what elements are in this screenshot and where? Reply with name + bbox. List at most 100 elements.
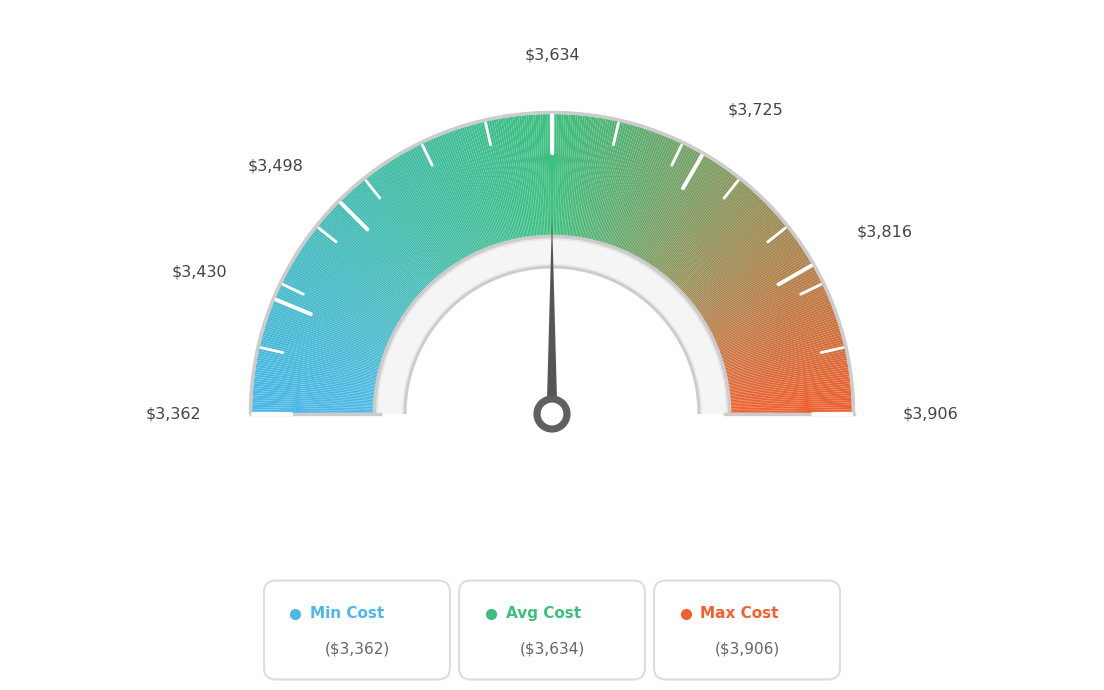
Wedge shape (598, 125, 634, 246)
Wedge shape (372, 172, 448, 275)
Wedge shape (649, 164, 721, 270)
Wedge shape (694, 241, 799, 315)
Wedge shape (428, 139, 481, 255)
Wedge shape (368, 175, 446, 277)
Wedge shape (640, 156, 707, 265)
Text: ($3,906): ($3,906) (714, 642, 779, 657)
Wedge shape (482, 121, 512, 245)
Wedge shape (725, 379, 850, 395)
Wedge shape (457, 128, 498, 249)
Wedge shape (496, 119, 521, 243)
Wedge shape (338, 202, 429, 292)
Wedge shape (725, 386, 851, 399)
FancyBboxPatch shape (264, 580, 450, 680)
Wedge shape (261, 339, 383, 372)
Wedge shape (670, 194, 757, 287)
Wedge shape (435, 137, 486, 254)
Wedge shape (623, 139, 676, 255)
Wedge shape (535, 115, 544, 240)
Wedge shape (715, 313, 835, 356)
Wedge shape (550, 114, 552, 240)
Wedge shape (698, 249, 804, 319)
Wedge shape (700, 257, 809, 324)
Wedge shape (725, 395, 851, 404)
Wedge shape (442, 135, 489, 253)
Wedge shape (364, 179, 444, 278)
Wedge shape (439, 135, 488, 253)
Wedge shape (517, 116, 533, 242)
Wedge shape (466, 126, 503, 247)
Wedge shape (719, 326, 839, 364)
Wedge shape (498, 119, 522, 243)
Wedge shape (725, 391, 851, 402)
Wedge shape (321, 221, 418, 303)
Wedge shape (626, 143, 682, 257)
Circle shape (541, 402, 563, 426)
Wedge shape (718, 322, 838, 362)
Wedge shape (703, 266, 814, 329)
Wedge shape (722, 348, 846, 377)
Wedge shape (521, 115, 535, 241)
Wedge shape (502, 118, 524, 242)
Wedge shape (470, 125, 506, 246)
Wedge shape (397, 156, 464, 265)
Wedge shape (725, 388, 851, 400)
Wedge shape (582, 119, 606, 243)
Wedge shape (315, 228, 415, 307)
Wedge shape (310, 234, 413, 310)
Wedge shape (702, 262, 811, 326)
Wedge shape (383, 164, 455, 270)
Wedge shape (636, 151, 699, 262)
Wedge shape (318, 224, 417, 305)
Text: Avg Cost: Avg Cost (506, 606, 581, 621)
Wedge shape (255, 369, 380, 389)
Wedge shape (252, 404, 378, 410)
Wedge shape (721, 344, 845, 375)
Wedge shape (512, 117, 530, 242)
Wedge shape (505, 117, 527, 242)
Wedge shape (705, 272, 817, 333)
Wedge shape (287, 272, 399, 333)
Wedge shape (704, 270, 816, 331)
Wedge shape (309, 236, 412, 312)
Wedge shape (658, 175, 736, 277)
Wedge shape (725, 397, 851, 406)
Wedge shape (627, 144, 684, 258)
Text: Max Cost: Max Cost (701, 606, 779, 621)
Wedge shape (659, 177, 737, 277)
Text: ($3,634): ($3,634) (519, 642, 585, 657)
Wedge shape (508, 117, 528, 242)
Wedge shape (688, 226, 787, 306)
Wedge shape (422, 143, 478, 257)
Wedge shape (556, 114, 562, 240)
Wedge shape (352, 189, 437, 284)
Wedge shape (295, 257, 404, 324)
Wedge shape (380, 167, 453, 272)
Wedge shape (253, 386, 379, 399)
Wedge shape (700, 255, 808, 323)
Wedge shape (412, 148, 471, 260)
Wedge shape (680, 210, 774, 297)
Wedge shape (418, 145, 476, 258)
Wedge shape (656, 172, 732, 275)
Wedge shape (253, 384, 379, 397)
Wedge shape (657, 174, 734, 276)
Wedge shape (662, 183, 745, 281)
Wedge shape (725, 393, 851, 403)
Wedge shape (293, 262, 402, 326)
Wedge shape (624, 141, 678, 256)
Wedge shape (701, 259, 810, 326)
Wedge shape (681, 214, 777, 299)
Wedge shape (464, 126, 502, 248)
Wedge shape (719, 328, 840, 366)
Wedge shape (291, 264, 402, 328)
Wedge shape (304, 244, 408, 316)
Wedge shape (607, 130, 649, 249)
Wedge shape (643, 158, 711, 266)
Wedge shape (587, 120, 615, 244)
Wedge shape (258, 348, 382, 377)
Wedge shape (410, 149, 470, 261)
Wedge shape (477, 123, 510, 246)
Wedge shape (455, 130, 497, 249)
Wedge shape (263, 333, 384, 368)
